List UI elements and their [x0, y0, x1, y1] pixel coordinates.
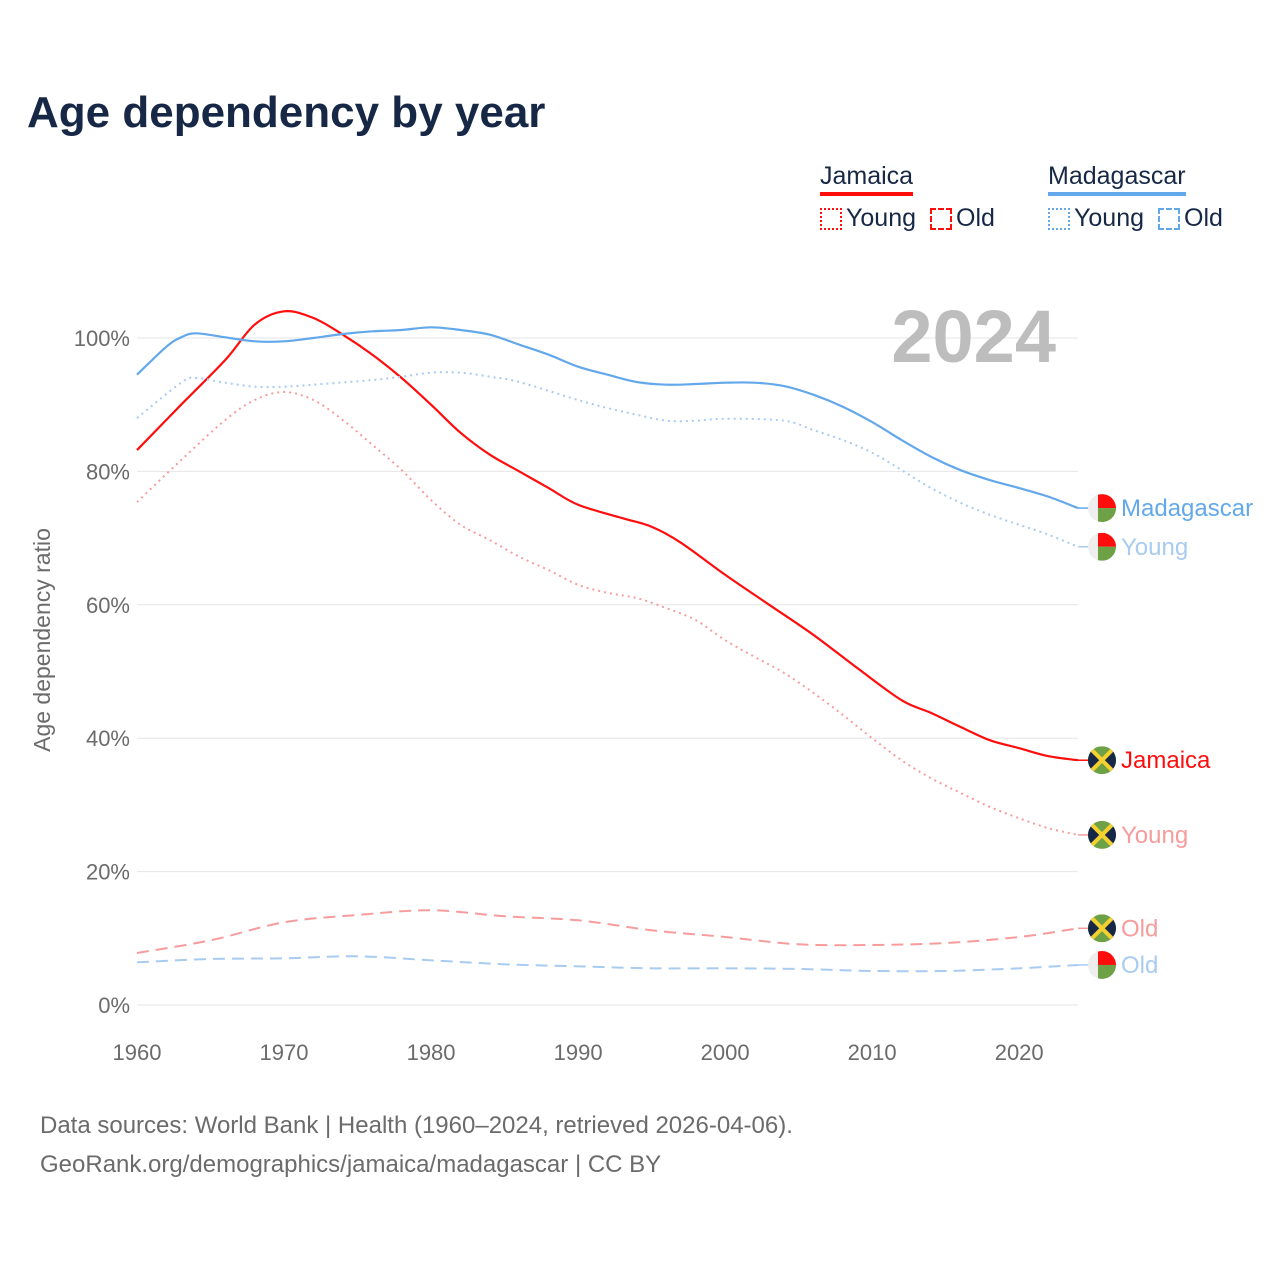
line-chart: 0% 20% 40% 60% 80% 100% 1960 1970 1980 1990 2000 20… [29, 295, 1253, 1065]
legend-jamaica-old[interactable]: Old [930, 204, 995, 233]
dotted-swatch-icon [820, 207, 842, 230]
legend-item-label: Old [956, 204, 995, 232]
legend-item-label: Young [846, 204, 916, 232]
series-line-madagascar[interactable] [136, 326, 1079, 510]
dashed-swatch-icon [930, 207, 952, 230]
legend-madagascar-young[interactable]: Young [1048, 204, 1144, 233]
series-line-madagascar-old[interactable] [136, 955, 1079, 973]
end-label: Old [1121, 915, 1158, 942]
y-tick-label: 100% [74, 326, 130, 351]
jamaica-flag-icon [1078, 820, 1116, 849]
dashed-swatch-icon [1158, 207, 1180, 230]
end-label: Young [1121, 534, 1188, 561]
jamaica-flag-icon [1078, 914, 1116, 943]
y-tick-label: 20% [86, 860, 130, 885]
legend-item-label: Old [1184, 204, 1223, 232]
series-line-jamaica-young[interactable] [136, 391, 1079, 836]
y-tick-label: 60% [86, 593, 130, 618]
x-tick-label: 2000 [701, 1040, 750, 1065]
dotted-swatch-icon [1048, 207, 1070, 230]
end-label: Old [1121, 952, 1158, 979]
x-tick-label: 2020 [995, 1040, 1044, 1065]
x-tick-label: 1960 [113, 1040, 162, 1065]
madagascar-flag-icon [1078, 532, 1116, 561]
series-line-jamaica-old[interactable] [136, 909, 1079, 954]
y-tick-label: 80% [86, 459, 130, 484]
legend-jamaica-label[interactable]: Jamaica [820, 162, 914, 196]
series-line-madagascar-young[interactable] [136, 371, 1079, 548]
y-axis-label: Age dependency ratio [29, 528, 55, 752]
end-label: Young [1121, 822, 1188, 849]
x-tick-label: 1990 [554, 1040, 603, 1065]
x-tick-label: 1970 [260, 1040, 309, 1065]
madagascar-flag-icon [1078, 494, 1116, 523]
legend-item-label: Young [1074, 204, 1144, 232]
y-tick-label: 40% [86, 726, 130, 751]
madagascar-flag-icon [1078, 950, 1116, 979]
legend-group-madagascar: Madagascar Young Old [1048, 162, 1223, 233]
series-line-jamaica[interactable] [136, 310, 1079, 762]
end-label: Madagascar [1121, 495, 1253, 522]
legend-group-jamaica: Jamaica Young Old [820, 162, 995, 233]
data-source-text: Data sources: World Bank | Health (1960–… [40, 1112, 793, 1139]
x-tick-label: 1980 [407, 1040, 456, 1065]
legend-jamaica-young[interactable]: Young [820, 204, 916, 233]
attribution-link[interactable]: GeoRank.org/demographics/jamaica/madagas… [40, 1151, 662, 1178]
year-watermark: 2024 [891, 295, 1056, 378]
legend-madagascar-old[interactable]: Old [1158, 204, 1223, 233]
legend-madagascar-label[interactable]: Madagascar [1048, 162, 1186, 196]
chart-title: Age dependency by year [27, 88, 546, 137]
footer: Data sources: World Bank | Health (1960–… [40, 1106, 793, 1184]
y-tick-label: 0% [98, 993, 130, 1018]
x-tick-label: 2010 [848, 1040, 897, 1065]
end-label: Jamaica [1121, 747, 1211, 774]
jamaica-flag-icon [1078, 746, 1116, 775]
